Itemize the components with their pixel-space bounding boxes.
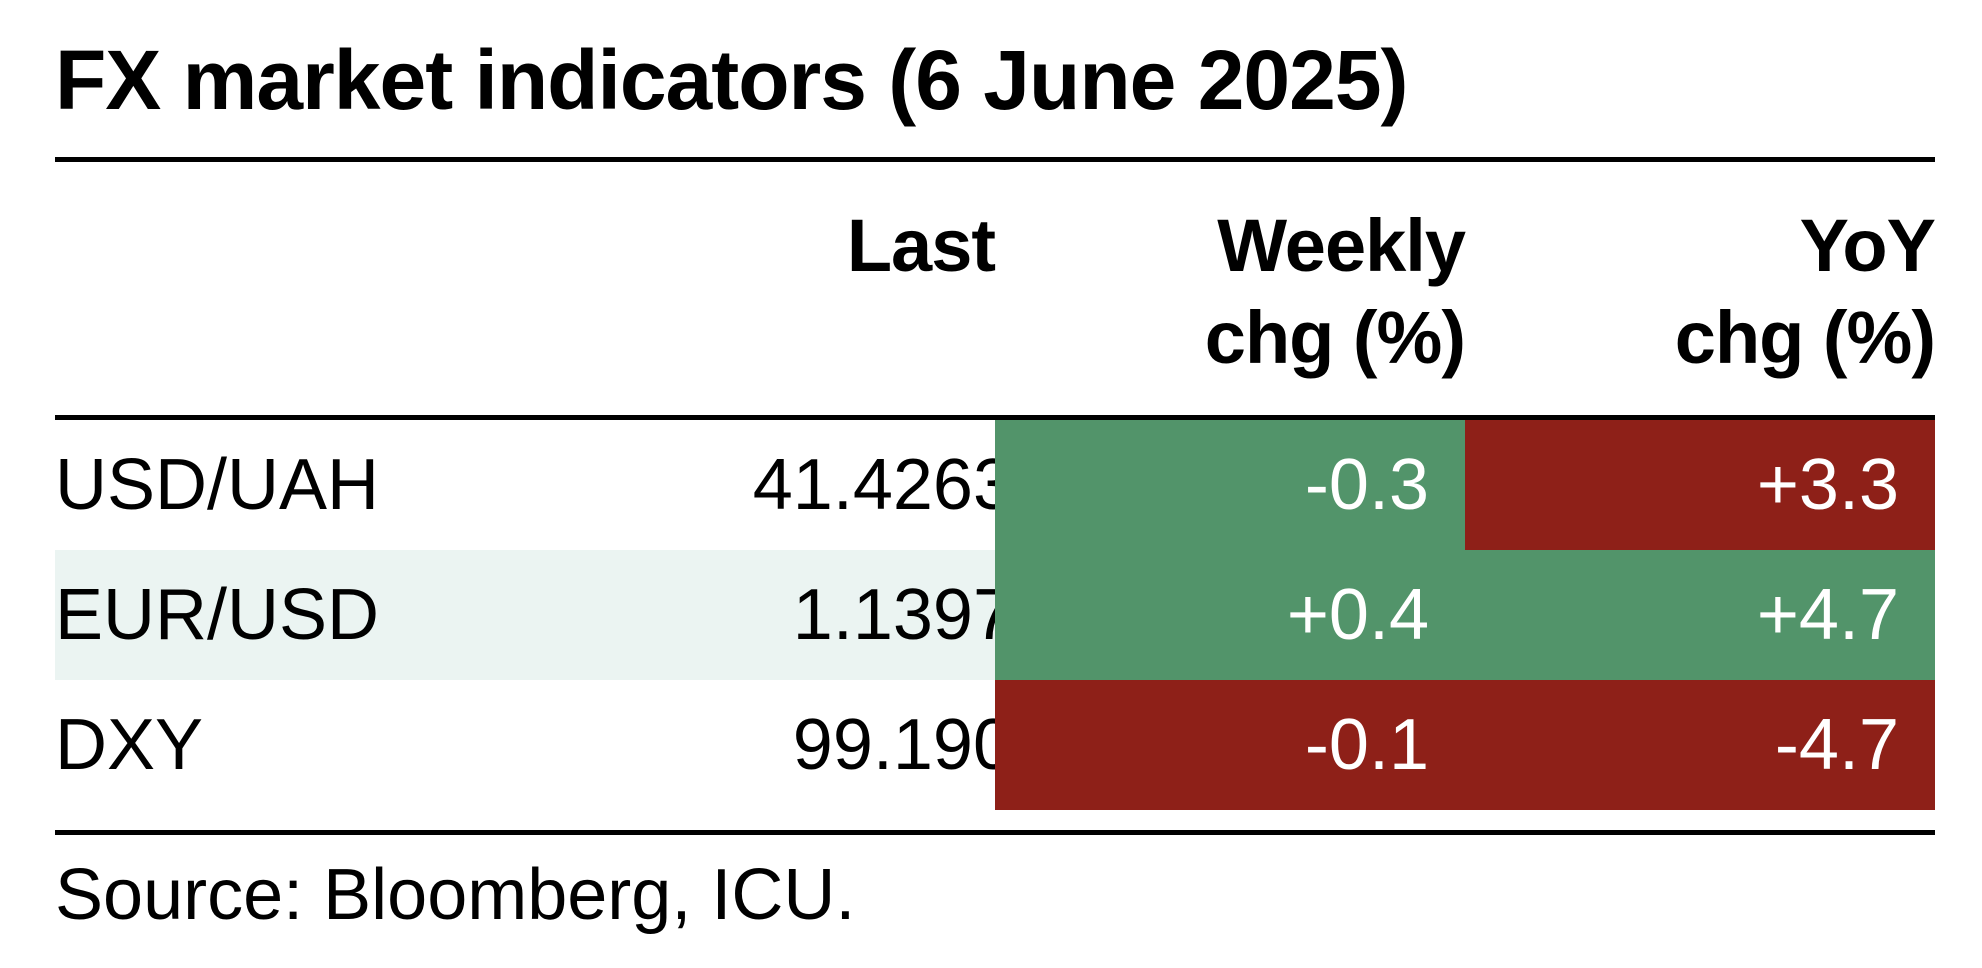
column-header-weekly-line-2: chg (%) xyxy=(1204,296,1466,379)
column-header-last-line-1: Last xyxy=(846,204,996,287)
column-header-yoy-line-1: YoY xyxy=(1799,204,1936,287)
row-stripe xyxy=(55,550,995,680)
header-rule xyxy=(55,415,1935,420)
column-header-last: Last xyxy=(720,200,996,292)
last-value: 1.1397 xyxy=(792,575,1013,655)
yoy-change: +3.3 xyxy=(1465,420,1935,550)
weekly-change: -0.3 xyxy=(995,420,1465,550)
row-label: USD/UAH xyxy=(55,445,380,525)
weekly-change: -0.1 xyxy=(995,680,1465,810)
row-label: DXY xyxy=(55,705,204,785)
weekly-change: +0.4 xyxy=(995,550,1465,680)
yoy-change: +4.7 xyxy=(1465,550,1935,680)
source-note: Source: Bloomberg, ICU. xyxy=(55,855,856,935)
row-label: EUR/USD xyxy=(55,575,380,655)
column-header-weekly-line-1: Weekly xyxy=(1217,204,1466,287)
table-row-eur-usd: EUR/USD 1.1397 +0.4 +4.7 xyxy=(55,550,1935,680)
table-row-usd-uah: USD/UAH 41.4263 -0.3 +3.3 xyxy=(55,420,1935,550)
top-rule xyxy=(55,157,1935,162)
column-header-yoy-line-2: chg (%) xyxy=(1674,296,1936,379)
page-title: FX market indicators (6 June 2025) xyxy=(55,33,1409,127)
last-value: 41.4263 xyxy=(752,445,1013,525)
table-row-dxy: DXY 99.190 -0.1 -4.7 xyxy=(55,680,1935,810)
column-header-yoy: YoY chg (%) xyxy=(1465,200,1936,384)
yoy-change: -4.7 xyxy=(1465,680,1935,810)
column-header-weekly: Weekly chg (%) xyxy=(995,200,1466,384)
last-value: 99.190 xyxy=(792,705,1013,785)
bottom-rule xyxy=(55,830,1935,835)
